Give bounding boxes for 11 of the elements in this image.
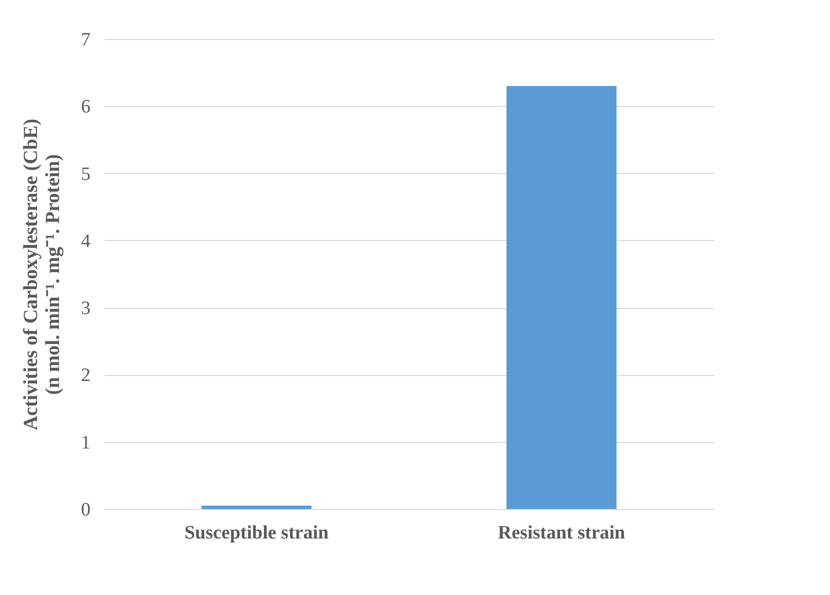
y-tick-label: 7 [81, 30, 90, 50]
x-tick-label: Susceptible strain [184, 522, 329, 544]
y-tick-label: 6 [81, 96, 90, 118]
y-axis-title: Activities of Carboxylesterase (CbE) (n mol. min⁻¹. mg⁻¹. Protein) [20, 118, 64, 430]
y-tick-label: 4 [81, 230, 91, 252]
x-tick-label: Resistant strain [498, 522, 626, 544]
y-tick-label: 2 [81, 365, 90, 386]
y-tick-label: 5 [81, 164, 90, 185]
y-tick-label: 1 [81, 432, 90, 454]
y-tick-label: 0 [81, 500, 90, 520]
y-tick-label: 3 [81, 298, 90, 320]
